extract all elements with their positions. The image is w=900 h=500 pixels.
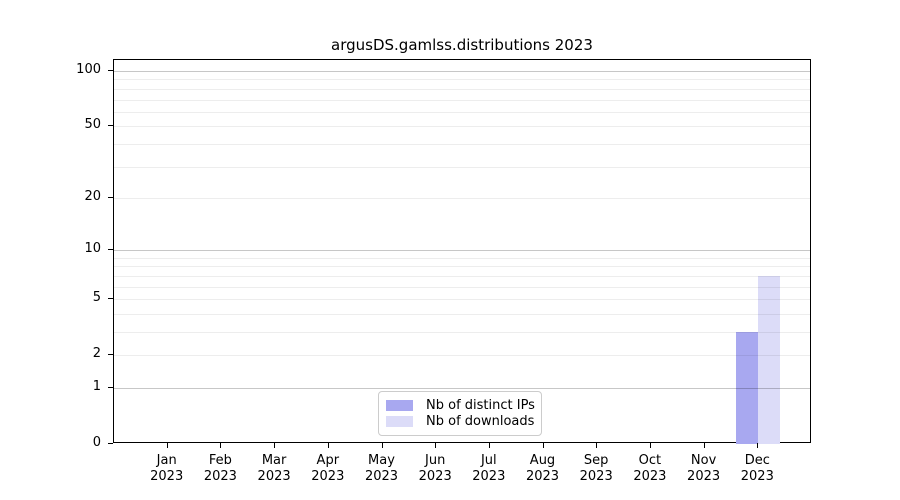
gridline-minor-3 (114, 332, 810, 333)
x-tick-month: Jun (425, 453, 446, 468)
x-tick-mark-jul (488, 443, 490, 448)
x-tick-mark-sep (596, 443, 598, 448)
x-tick-month: Oct (638, 453, 662, 468)
x-tick-label-sep: Sep 2023 (566, 453, 626, 485)
y-tick-mark-10 (108, 249, 113, 251)
x-tick-label-oct: Oct 2023 (620, 453, 680, 485)
x-tick-mark-oct (649, 443, 651, 448)
x-tick-month: Aug (529, 453, 556, 468)
x-tick-year: 2023 (472, 469, 506, 484)
y-tick-label-20: 20 (84, 188, 101, 204)
gridline-minor-60 (114, 111, 810, 113)
y-tick-mark-0 (108, 443, 113, 444)
x-tick-year: 2023 (364, 469, 399, 484)
gridline-minor-20 (114, 197, 810, 199)
x-tick-year: 2023 (633, 469, 667, 484)
x-tick-month: Mar (261, 453, 287, 468)
x-tick-year: 2023 (311, 469, 345, 484)
x-tick-year: 2023 (150, 469, 184, 484)
gridline-major-100 (114, 71, 810, 72)
legend-label-distinct-ips: Nb of distinct IPs (426, 398, 535, 413)
y-tick-mark-5 (108, 298, 113, 300)
x-tick-label-jan: Jan 2023 (137, 453, 197, 485)
x-tick-label-dec: Dec 2023 (727, 453, 787, 485)
gridline-minor-70 (114, 99, 810, 101)
x-tick-month: Feb (208, 453, 232, 468)
legend-label-downloads: Nb of downloads (426, 414, 535, 429)
x-tick-month: Jan (156, 453, 177, 468)
y-tick-label-100: 100 (76, 62, 101, 77)
x-tick-mark-dec (757, 443, 759, 448)
x-tick-year: 2023 (418, 469, 452, 484)
x-tick-year: 2023 (687, 469, 721, 484)
x-tick-mark-may (381, 443, 383, 448)
x-tick-label-apr: Apr 2023 (298, 453, 358, 485)
bar-dec-downloads (758, 275, 781, 444)
y-tick-mark-1 (108, 387, 113, 388)
gridline-major-10 (114, 250, 810, 252)
legend-item-distinct-ips: Nb of distinct IPs (386, 398, 535, 413)
x-tick-label-jul: Jul 2023 (459, 453, 519, 485)
legend: Nb of distinct IPs Nb of downloads (378, 391, 542, 436)
x-tick-mark-feb (220, 443, 222, 448)
x-tick-month: Nov (690, 453, 717, 468)
legend-swatch-distinct-ips (386, 400, 413, 411)
y-tick-mark-20 (108, 196, 113, 198)
y-tick-mark-50 (108, 125, 113, 127)
x-tick-label-mar: Mar 2023 (244, 453, 304, 485)
x-tick-year: 2023 (257, 469, 291, 484)
x-tick-year: 2023 (740, 469, 774, 484)
chart-title: argusDS.gamlss.distributions 2023 (331, 36, 593, 54)
x-tick-mark-jun (435, 443, 437, 448)
gridline-minor-7 (114, 275, 810, 277)
x-tick-month: Dec (744, 453, 770, 468)
x-tick-month: May (368, 453, 395, 468)
x-tick-label-feb: Feb 2023 (190, 453, 250, 485)
bar-dec-distinct-ips (736, 332, 759, 444)
x-tick-mark-mar (274, 443, 276, 448)
y-tick-label-0: 0 (92, 435, 101, 450)
gridline-minor-5 (114, 299, 810, 301)
x-tick-month: Jul (480, 453, 497, 468)
x-tick-year: 2023 (203, 469, 237, 484)
gridline-minor-90 (114, 79, 810, 81)
y-tick-mark-2 (108, 354, 113, 356)
y-tick-label-10: 10 (84, 241, 101, 257)
plot-area (113, 59, 811, 444)
gridline-minor-4 (114, 313, 810, 315)
x-tick-label-aug: Aug 2023 (513, 453, 573, 485)
gridline-minor-6 (114, 286, 810, 288)
gridline-minor-9 (114, 257, 810, 259)
x-tick-label-nov: Nov 2023 (674, 453, 734, 485)
y-tick-mark-100 (108, 70, 113, 71)
y-tick-label-50: 50 (84, 117, 101, 133)
gridline-minor-8 (114, 266, 810, 268)
x-tick-mark-nov (703, 443, 705, 448)
y-tick-label-1: 1 (92, 379, 101, 394)
y-tick-label-5: 5 (92, 290, 101, 306)
gridline-minor-80 (114, 88, 810, 90)
x-tick-year: 2023 (525, 469, 560, 484)
legend-swatch-downloads (386, 416, 413, 427)
legend-item-downloads: Nb of downloads (386, 414, 535, 429)
x-tick-month: Sep (583, 453, 609, 468)
gridline-minor-30 (114, 166, 810, 168)
gridline-minor-40 (114, 143, 810, 145)
x-tick-mark-apr (327, 443, 329, 448)
gridline-minor-2 (114, 355, 810, 357)
gridline-minor-50 (114, 126, 810, 128)
x-tick-month: Apr (316, 453, 340, 468)
x-tick-year: 2023 (579, 469, 613, 484)
x-tick-label-may: May 2023 (352, 453, 412, 485)
y-tick-label-2: 2 (92, 346, 101, 362)
gridline-major-1 (114, 388, 810, 389)
x-tick-mark-aug (542, 443, 544, 448)
x-tick-label-jun: Jun 2023 (405, 453, 465, 485)
x-tick-mark-jan (166, 443, 168, 448)
